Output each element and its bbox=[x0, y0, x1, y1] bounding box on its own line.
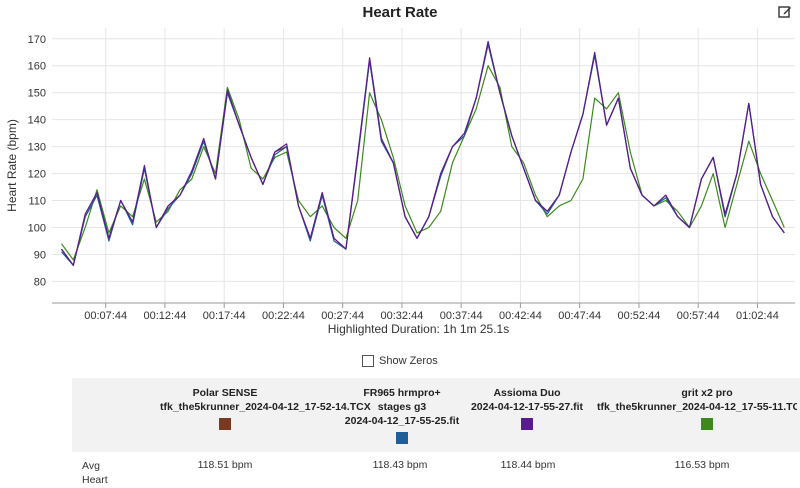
avg-label-line2: Heart bbox=[82, 474, 108, 486]
y-tick-label: 110 bbox=[28, 196, 46, 208]
y-tick-label: 150 bbox=[28, 88, 46, 100]
chart-title: Heart Rate bbox=[362, 4, 438, 21]
y-tick-label: 170 bbox=[28, 34, 46, 46]
heart-rate-chart: 80 90 100 110 120 130 140 150 160 170 00:07:44 00:1… bbox=[5, 28, 795, 336]
y-tick-label: 130 bbox=[28, 142, 46, 154]
x-tick-label: 00:32:44 bbox=[381, 310, 424, 322]
y-tick-label: 120 bbox=[28, 169, 46, 181]
x-tick-label: 00:42:44 bbox=[499, 310, 542, 322]
y-tick-label: 80 bbox=[34, 276, 46, 288]
x-tick-label: 00:12:44 bbox=[144, 310, 187, 322]
legend-assioma-duo: Assioma Duo 2024-04-12-17-55-27.fit bbox=[467, 386, 587, 430]
avg-fr965: 118.43 bpm bbox=[372, 459, 428, 471]
x-axis-label: Highlighted Duration: 1h 1m 25.1s bbox=[328, 322, 509, 336]
y-tick-label: 100 bbox=[28, 223, 46, 235]
legend-swatch bbox=[521, 418, 533, 430]
legend-device-file: tfk_the5krunner_2024-04-12_17-55-11.TCX bbox=[597, 401, 797, 413]
series-line-assioma-duo bbox=[61, 40, 785, 266]
x-tick-label: 00:27:44 bbox=[321, 310, 364, 322]
legend-grit-x2-pro: grit x2 pro tfk_the5krunner_2024-04-12_1… bbox=[597, 386, 797, 430]
legend-device-name: Polar SENSE bbox=[192, 387, 258, 399]
legend-device-file: 2024-04-12_17-55-25.fit bbox=[344, 415, 460, 427]
avg-polar-sense: 118.51 bpm bbox=[197, 459, 253, 471]
show-zeros-checkbox[interactable] bbox=[362, 355, 374, 367]
x-tick-label: 00:57:44 bbox=[677, 310, 720, 322]
legend-device-file: 2024-04-12-17-55-27.fit bbox=[470, 401, 584, 413]
legend-swatch bbox=[701, 418, 713, 430]
x-tick-label: 01:02:44 bbox=[736, 310, 779, 322]
x-tick-label: 00:22:44 bbox=[262, 310, 305, 322]
series-line-grit-x2-pro bbox=[61, 65, 785, 261]
series-line-polar-sense bbox=[61, 43, 785, 266]
y-tick-label: 90 bbox=[34, 249, 46, 261]
y-tick-label: 160 bbox=[28, 61, 46, 73]
edit-icon[interactable] bbox=[778, 5, 792, 19]
x-tick-label: 00:17:44 bbox=[203, 310, 246, 322]
x-tick-label: 00:47:44 bbox=[558, 310, 601, 322]
avg-heart-label: Avg Heart bbox=[82, 459, 108, 487]
legend-swatch bbox=[219, 418, 231, 430]
legend-device-name: Assioma Duo bbox=[493, 387, 561, 399]
avg-grit-x2-pro: 116.53 bpm bbox=[674, 459, 730, 471]
series-line-fr965-hrmpro-stages-g3 bbox=[61, 43, 785, 266]
avg-assioma-duo: 118.44 bpm bbox=[500, 459, 556, 471]
show-zeros-toggle[interactable]: Show Zeros bbox=[362, 355, 438, 367]
legend-device-name: FR965 hrmpro+ stages g3 bbox=[363, 387, 441, 413]
avg-label-line1: Avg bbox=[82, 460, 100, 472]
x-tick-label: 00:52:44 bbox=[618, 310, 661, 322]
legend-polar-sense: Polar SENSE tfk_the5krunner_2024-04-12_1… bbox=[160, 386, 371, 430]
device-legend-table: Polar SENSE tfk_the5krunner_2024-04-12_1… bbox=[72, 378, 800, 452]
x-tick-label: 00:07:44 bbox=[84, 310, 127, 322]
legend-device-name: grit x2 pro bbox=[681, 387, 733, 399]
legend-device-file: tfk_the5krunner_2024-04-12_17-52-14.TCX bbox=[160, 401, 371, 413]
legend-fr965: FR965 hrmpro+ stages g3 2024-04-12_17-55… bbox=[332, 386, 472, 444]
x-tick-label: 00:37:44 bbox=[440, 310, 483, 322]
show-zeros-label: Show Zeros bbox=[379, 355, 438, 367]
y-axis-label: Heart Rate (bpm) bbox=[5, 119, 19, 212]
y-tick-label: 140 bbox=[28, 115, 46, 127]
legend-swatch bbox=[396, 432, 408, 444]
